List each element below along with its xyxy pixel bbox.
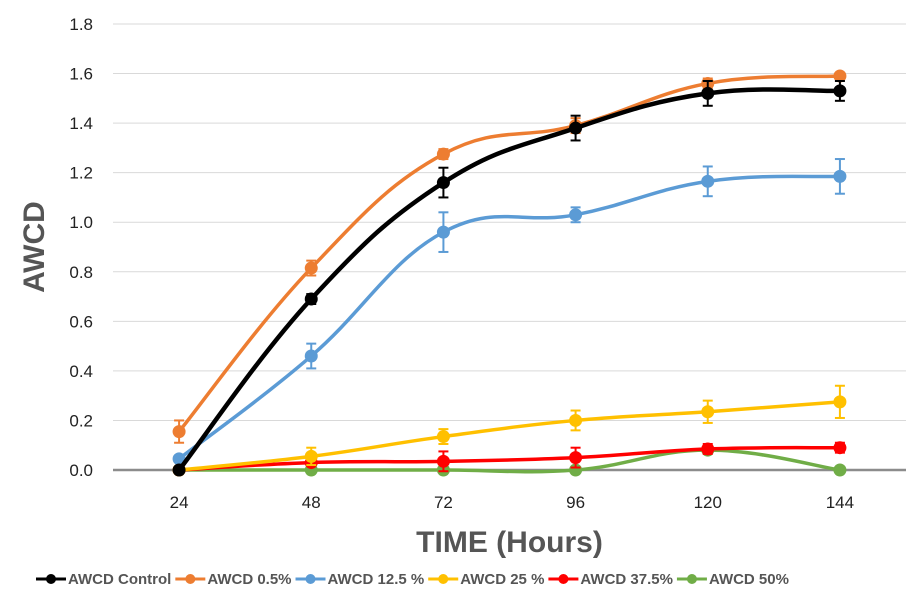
data-point bbox=[569, 208, 583, 222]
y-tick-label: 0.8 bbox=[69, 263, 93, 282]
legend-marker bbox=[305, 574, 316, 584]
data-point bbox=[436, 147, 450, 161]
data-point bbox=[172, 463, 186, 477]
legend-item-awcd-37-5: AWCD 37.5% bbox=[548, 571, 673, 588]
legend-item-awcd-control: AWCD Control bbox=[36, 571, 171, 588]
data-point bbox=[569, 413, 583, 427]
data-point bbox=[569, 121, 583, 135]
y-tick-label: 0.6 bbox=[69, 312, 93, 331]
data-point bbox=[833, 441, 847, 455]
legend-item-awcd-50: AWCD 50% bbox=[676, 571, 789, 588]
legend-marker bbox=[558, 574, 569, 584]
legend-label: AWCD 50% bbox=[709, 571, 789, 588]
data-point bbox=[701, 442, 715, 456]
x-tick-label: 120 bbox=[694, 493, 722, 512]
legend-label: AWCD Control bbox=[68, 571, 171, 588]
data-point bbox=[833, 463, 847, 477]
x-tick-label: 144 bbox=[826, 493, 854, 512]
data-point bbox=[304, 449, 318, 463]
legend-marker bbox=[46, 574, 56, 584]
y-tick-label: 1.2 bbox=[69, 164, 93, 183]
data-point bbox=[304, 292, 318, 306]
data-point bbox=[833, 169, 847, 183]
series-lines bbox=[172, 69, 847, 477]
legend: AWCD Control AWCD 0.5% AWCD 12.5 % AWCD 25 … bbox=[36, 571, 789, 588]
x-tick-label: 72 bbox=[434, 493, 453, 512]
legend-item-awcd-12-5: AWCD 12.5 % bbox=[295, 571, 425, 588]
data-point bbox=[436, 454, 450, 468]
data-point bbox=[833, 84, 847, 98]
y-tick-label: 1.0 bbox=[69, 213, 93, 232]
legend-marker bbox=[686, 574, 697, 584]
legend-marker bbox=[438, 574, 449, 584]
data-point bbox=[701, 405, 715, 419]
legend-label: AWCD 0.5% bbox=[207, 571, 291, 588]
series-awcd-0-5 bbox=[172, 69, 847, 444]
data-point bbox=[172, 425, 186, 439]
series-awcd-control bbox=[172, 79, 847, 477]
data-point bbox=[833, 69, 847, 83]
series-line bbox=[177, 74, 841, 433]
legend-item-awcd-25: AWCD 25 % bbox=[428, 571, 544, 588]
y-tick-label: 0.0 bbox=[69, 461, 93, 480]
y-tick-label: 1.8 bbox=[69, 15, 93, 34]
y-tick-label: 0.2 bbox=[69, 411, 93, 430]
data-point bbox=[436, 176, 450, 190]
data-point bbox=[569, 451, 583, 465]
y-axis-title: AWCD bbox=[18, 201, 51, 293]
y-tick-label: 1.6 bbox=[69, 65, 93, 84]
x-tick-label: 48 bbox=[302, 493, 321, 512]
x-tick-label: 24 bbox=[170, 493, 189, 512]
data-point bbox=[701, 86, 715, 100]
series-line bbox=[178, 445, 840, 472]
series-line bbox=[179, 448, 841, 474]
legend-item-awcd-0-5: AWCD 0.5% bbox=[175, 571, 292, 588]
data-point bbox=[701, 174, 715, 188]
data-point bbox=[436, 430, 450, 444]
y-tick-label: 1.4 bbox=[69, 114, 93, 133]
data-point bbox=[833, 395, 847, 409]
tick-labels: 0.0 0.2 0.4 0.6 0.8 1.0 1.2 1.4 1.6 1.8 24 48 72 96 12… bbox=[69, 15, 854, 512]
legend-marker bbox=[185, 574, 196, 584]
grid-lines bbox=[113, 23, 906, 421]
legend-label: AWCD 12.5 % bbox=[328, 571, 425, 588]
y-tick-label: 0.4 bbox=[69, 362, 93, 381]
x-axis-title: TIME (Hours) bbox=[416, 526, 603, 559]
series-line bbox=[177, 87, 840, 472]
series-line bbox=[178, 174, 840, 461]
data-point bbox=[436, 225, 450, 239]
legend-label: AWCD 25 % bbox=[460, 571, 544, 588]
x-tick-label: 96 bbox=[566, 493, 585, 512]
legend-label: AWCD 37.5% bbox=[580, 571, 673, 588]
data-point bbox=[304, 261, 318, 275]
series-line bbox=[178, 400, 841, 472]
data-point bbox=[304, 349, 318, 363]
